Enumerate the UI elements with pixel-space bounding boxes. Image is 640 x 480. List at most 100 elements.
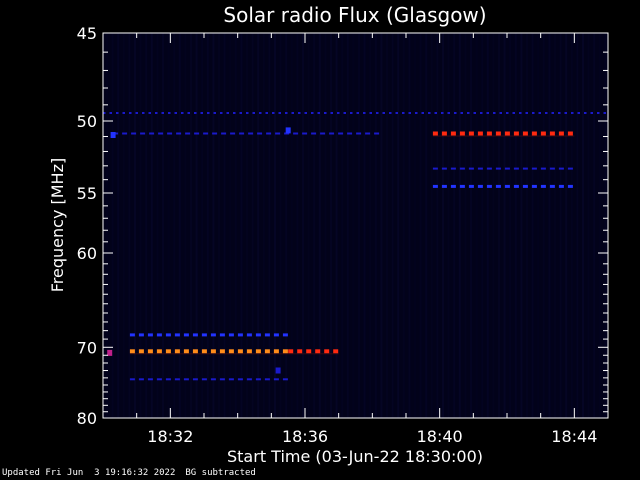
band-segment [219, 333, 225, 337]
band-segment [504, 131, 510, 136]
noise-streak [268, 33, 271, 418]
band-segment [512, 112, 515, 114]
y-tick-label: 60 [77, 244, 97, 263]
band-segment [174, 378, 180, 381]
noise-streak [106, 33, 108, 418]
band-0 [103, 112, 606, 114]
band-segment [506, 112, 509, 114]
band-segment [255, 349, 261, 354]
band-segment [288, 349, 294, 354]
band-segment [499, 112, 502, 114]
band-segment [459, 131, 465, 136]
band-segment [165, 378, 171, 381]
noise-streak [514, 33, 517, 418]
band-segment [282, 333, 288, 337]
band-segment [109, 112, 112, 114]
noise-streak [453, 33, 456, 418]
noise-streak [156, 33, 159, 418]
band-segment [228, 349, 234, 354]
band-segment [201, 349, 207, 354]
band-segment [183, 333, 189, 337]
band-segment [138, 333, 144, 337]
band-5 [129, 333, 288, 337]
band-segment [192, 349, 198, 354]
band-segment [480, 112, 483, 114]
band-segment [165, 333, 171, 337]
noise-streak [346, 33, 349, 418]
band-segment [183, 378, 189, 381]
band-segment [278, 112, 281, 114]
noise-streak [442, 33, 444, 418]
noise-streak [190, 33, 192, 418]
band-segment [167, 132, 173, 135]
noise-streak [598, 33, 601, 418]
band-segment [142, 112, 145, 114]
band-segment [156, 378, 162, 381]
noise-streak [458, 33, 461, 418]
band-segment [255, 333, 261, 337]
footer-status: Updated Fri Jun 3 19:16:32 2022 BG subtra… [2, 468, 256, 478]
band-segment [219, 378, 225, 381]
noise-streak [352, 33, 355, 418]
band-segment [201, 378, 207, 381]
band-segment [338, 132, 344, 135]
noise-streak [369, 33, 372, 418]
band-segment [434, 112, 437, 114]
noise-streak [554, 33, 556, 418]
band-segment [266, 132, 272, 135]
noise-streak [380, 33, 383, 418]
noise-streak [537, 33, 540, 418]
noise-streak [122, 33, 125, 418]
band-segment [207, 112, 210, 114]
band-segment [558, 167, 564, 170]
band-segment [597, 112, 600, 114]
band-segment [486, 167, 492, 170]
band-segment [531, 131, 537, 136]
band-segment [210, 349, 216, 354]
axes: 18:32 18:36 18:40 18:44 45 50 55 60 70 80 [77, 24, 609, 446]
band-segment [228, 333, 234, 337]
band-segment [165, 349, 171, 354]
band-segment [174, 112, 177, 114]
band-segment [564, 112, 567, 114]
band-segment [246, 112, 249, 114]
band-segment [467, 112, 470, 114]
band-segment [237, 333, 243, 337]
band-segment [441, 184, 447, 188]
noise-streak [363, 33, 366, 418]
band-segment [183, 349, 189, 354]
noise-streak [274, 33, 276, 418]
band-segment [540, 184, 546, 188]
band-segment [129, 333, 135, 337]
band-segment [135, 112, 138, 114]
band-segment [415, 112, 418, 114]
y-tick-label: 80 [77, 409, 97, 428]
band-segment [284, 132, 290, 135]
band-segment [246, 333, 252, 337]
band-segment [129, 349, 135, 354]
band-segment [192, 378, 198, 381]
band-segment [291, 112, 294, 114]
band-segment [356, 132, 362, 135]
band-segment [155, 112, 158, 114]
band-segment [140, 132, 146, 135]
emission-spot [107, 349, 113, 356]
noise-streak [520, 33, 523, 418]
band-segment [219, 349, 225, 354]
noise-streak [526, 33, 528, 418]
band-segment [210, 333, 216, 337]
band-segment [329, 132, 335, 135]
band-halo [129, 353, 289, 355]
band-segment [441, 112, 444, 114]
emission-bands [103, 112, 606, 381]
band-segment [252, 112, 255, 114]
x-tick-label: 18:44 [551, 427, 597, 446]
band-2 [432, 131, 575, 137]
noise-streak [279, 33, 282, 418]
band-segment [194, 112, 197, 114]
processing-mode: BG subtracted [185, 468, 256, 478]
noise-streak [408, 33, 411, 418]
band-segment [138, 349, 144, 354]
noise-streak [111, 33, 114, 418]
band-segment [161, 112, 164, 114]
